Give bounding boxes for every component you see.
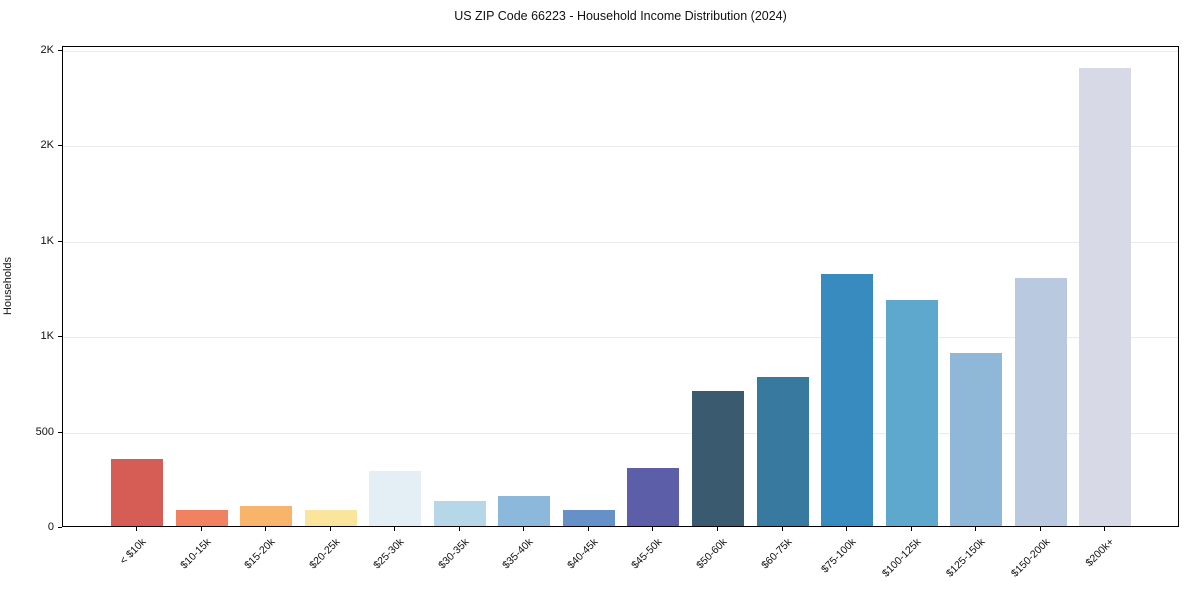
- bar: [433, 501, 486, 526]
- x-tick-mark: [652, 527, 654, 531]
- bar: [950, 353, 1003, 526]
- bar: [304, 509, 357, 526]
- y-tick-mark: [58, 240, 62, 242]
- x-tick-mark: [329, 527, 331, 531]
- x-tick-label: $60-75k: [758, 536, 794, 572]
- x-tick-label: $10-15k: [177, 536, 214, 572]
- bar: [240, 505, 293, 526]
- x-tick-mark: [200, 527, 202, 531]
- y-tick-mark: [58, 49, 62, 51]
- gridline: [63, 432, 1178, 434]
- y-axis-label: Households: [2, 256, 14, 316]
- bar: [369, 470, 422, 526]
- x-tick-label: $15-20k: [242, 536, 278, 572]
- y-tick-mark: [58, 431, 62, 433]
- x-tick-label: < $10k: [117, 536, 149, 567]
- x-tick-label: $25-30k: [371, 536, 407, 572]
- x-tick-mark: [975, 527, 977, 531]
- y-tick-mark: [58, 145, 62, 147]
- bar: [1079, 67, 1132, 526]
- x-tick-label: $125-150k: [944, 536, 988, 580]
- gridline: [63, 337, 1178, 339]
- gridline: [63, 241, 1178, 243]
- x-tick-mark: [136, 527, 137, 531]
- x-tick-label: $75-100k: [819, 536, 859, 576]
- gridline: [63, 146, 1178, 148]
- bar: [175, 509, 228, 526]
- bar: [821, 274, 874, 526]
- y-tick-mark: [58, 336, 62, 338]
- bar: [1014, 277, 1067, 526]
- x-tick-label: $45-50k: [629, 536, 665, 572]
- x-tick-mark: [716, 527, 718, 531]
- x-tick-label: $30-35k: [435, 536, 472, 572]
- x-tick-label: $150-200k: [1008, 536, 1053, 580]
- y-tick-label: 500: [35, 425, 54, 438]
- gridline: [63, 50, 1178, 52]
- x-tick-label: $40-45k: [565, 536, 601, 572]
- x-tick-mark: [523, 527, 525, 531]
- x-tick-mark: [587, 527, 589, 531]
- x-tick-mark: [265, 527, 267, 531]
- x-tick-mark: [1104, 527, 1106, 531]
- y-tick-label: 2K: [40, 43, 54, 56]
- x-tick-label: $100-125k: [879, 536, 924, 580]
- bar: [691, 391, 744, 526]
- y-tick-label: 1K: [40, 234, 54, 247]
- x-tick-label: $50-60k: [694, 536, 730, 572]
- bar: [756, 377, 809, 526]
- chart-title: US ZIP Code 66223 - Household Income Dis…: [454, 9, 787, 23]
- bar: [498, 496, 551, 526]
- x-tick-label: $35-40k: [500, 536, 536, 572]
- x-tick-mark: [1039, 527, 1041, 531]
- y-tick-mark: [58, 527, 62, 528]
- x-tick-label: $200k+: [1083, 536, 1117, 570]
- bar: [562, 509, 615, 526]
- plot-area: [62, 46, 1179, 527]
- bar: [111, 459, 163, 526]
- x-tick-label: $20-25k: [306, 536, 343, 572]
- y-tick-label: 1K: [40, 330, 54, 343]
- x-tick-mark: [458, 527, 460, 531]
- bar: [627, 467, 680, 526]
- y-tick-label: 2K: [40, 139, 54, 152]
- x-tick-mark: [846, 527, 848, 531]
- y-tick-label: 0: [47, 521, 54, 533]
- x-tick-mark: [910, 527, 912, 531]
- x-tick-mark: [781, 527, 783, 531]
- x-tick-mark: [394, 527, 396, 531]
- bar: [885, 299, 938, 526]
